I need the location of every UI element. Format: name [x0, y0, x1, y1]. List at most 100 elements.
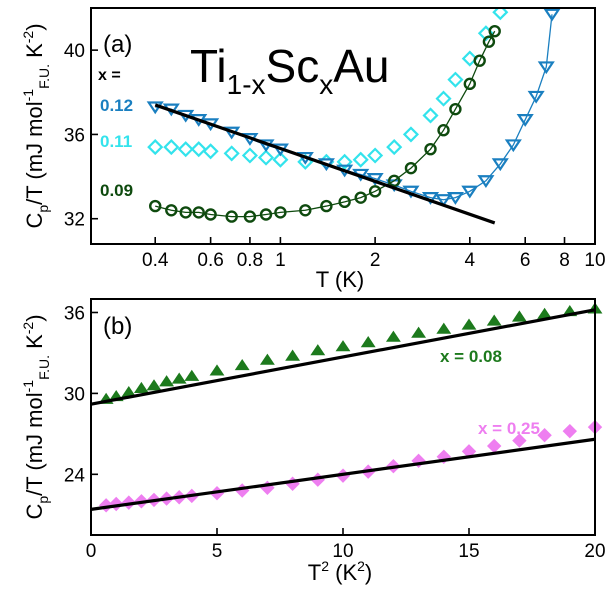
- fit-line-panel-b-1: [90, 308, 596, 406]
- data-point: [543, 8, 561, 22]
- data-point: [486, 314, 502, 326]
- data-point: [388, 174, 401, 187]
- data-point: [504, 139, 522, 153]
- data-point: [449, 102, 462, 116]
- series-x=0.08: [98, 302, 603, 404]
- data-point: [338, 195, 351, 209]
- panel-b-x-tick-label: 0: [86, 541, 97, 562]
- panel-a-x-tick-label: 8: [559, 250, 570, 271]
- panel-b-ticks: 0 5 10 15 20 24 30 36: [64, 303, 606, 562]
- data-point: [202, 143, 219, 160]
- data-point: [486, 438, 502, 454]
- compound-formula: Ti1-xScxAu: [190, 40, 389, 100]
- data-point: [274, 206, 287, 219]
- data-point: [437, 124, 450, 137]
- data-point: [223, 145, 240, 162]
- panel-a-data-layer: [146, 8, 561, 225]
- panel-b-y-tick-label: 36: [64, 303, 85, 324]
- data-point: [434, 194, 453, 207]
- data-point: [477, 175, 495, 188]
- data-point: [368, 185, 382, 198]
- fit-line-panel-b-2: [90, 437, 596, 511]
- data-point: [488, 24, 501, 38]
- data-point: [310, 344, 326, 356]
- data-point: [184, 369, 200, 381]
- panel-a: 0.4 0.6 0.8 1 2 4 6 8 10 32 36 40 (a) Ti1-xScxAu x …: [20, 7, 606, 292]
- data-point: [259, 353, 275, 365]
- data-point: [299, 204, 312, 217]
- panel-b-y-axis-label: Cp/T (mJ mol-1F.U. K-2): [20, 314, 52, 519]
- data-point: [435, 90, 452, 107]
- panel-a-x-tick-label: 10: [584, 250, 605, 271]
- data-point: [163, 139, 180, 156]
- data-point: [424, 142, 437, 156]
- panel-b-y-tick-label: 24: [64, 465, 86, 486]
- data-point: [386, 139, 403, 156]
- panel-a-x-axis-label: T (K): [316, 267, 364, 292]
- data-point: [511, 310, 527, 322]
- data-point: [461, 318, 477, 330]
- data-point: [352, 151, 369, 168]
- series-label-0.11: 0.11: [100, 132, 132, 151]
- data-point: [272, 151, 289, 168]
- data-point: [177, 141, 194, 158]
- fit-line-panel-a: [154, 103, 496, 225]
- data-point: [146, 379, 162, 391]
- data-point: [463, 77, 477, 91]
- data-point: [512, 433, 527, 448]
- data-point: [402, 126, 420, 143]
- series-label-x-0.08: x = 0.08: [440, 347, 502, 366]
- panel-a-x-tick-label: 2: [370, 250, 381, 271]
- data-point: [147, 139, 164, 156]
- panel-a-frame: [90, 7, 596, 245]
- data-point: [491, 158, 509, 172]
- data-point: [241, 147, 258, 164]
- data-point: [436, 322, 452, 334]
- data-point: [259, 208, 273, 221]
- data-point: [336, 153, 353, 170]
- data-point: [234, 358, 250, 371]
- panel-a-label: (a): [103, 31, 132, 58]
- data-point: [133, 381, 149, 394]
- panel-b-label: (b): [103, 313, 132, 340]
- panel-a-x-tick-label: 1: [275, 250, 286, 271]
- data-point: [473, 54, 486, 67]
- data-point: [159, 375, 175, 387]
- panel-a-y-axis-label: Cp/T (mJ mol-1F.U. K-2): [20, 23, 52, 228]
- data-point: [257, 149, 275, 166]
- data-point: [165, 204, 178, 217]
- data-point: [320, 199, 333, 213]
- data-point: [527, 90, 545, 104]
- panel-b-x-tick-label: 10: [332, 541, 353, 562]
- data-point: [404, 161, 418, 175]
- panel-b: 0 5 10 15 20 24 30 36 (b) x = 0.08 x = 0.25 T2 …: [20, 298, 606, 585]
- panel-b-y-tick-label: 30: [64, 384, 85, 405]
- data-point: [149, 199, 162, 213]
- panel-b-x-tick-label: 5: [212, 541, 223, 562]
- data-point: [516, 114, 534, 127]
- data-point: [411, 326, 427, 338]
- series-0.09: [149, 24, 501, 223]
- data-point: [447, 71, 464, 88]
- panel-a-x-tick-label: 4: [465, 250, 476, 271]
- panel-a-x-tick-label: 0.8: [237, 250, 263, 271]
- data-point: [285, 349, 301, 361]
- data-point: [243, 210, 257, 223]
- data-point: [367, 147, 384, 164]
- data-point: [179, 206, 192, 219]
- data-point: [204, 208, 217, 221]
- panel-a-y-tick-label: 36: [64, 125, 85, 146]
- data-point: [385, 330, 401, 342]
- data-point: [360, 336, 376, 348]
- panel-b-x-tick-label: 20: [584, 541, 605, 562]
- data-point: [190, 141, 207, 158]
- data-point: [482, 35, 496, 48]
- data-point: [422, 107, 439, 124]
- data-point: [537, 427, 552, 443]
- data-point: [225, 210, 238, 223]
- legend-header: x =: [98, 67, 121, 84]
- panel-a-ticks: 0.4 0.6 0.8 1 2 4 6 8 10 32 36 40: [64, 41, 606, 271]
- data-point: [562, 423, 578, 439]
- data-point: [461, 185, 479, 199]
